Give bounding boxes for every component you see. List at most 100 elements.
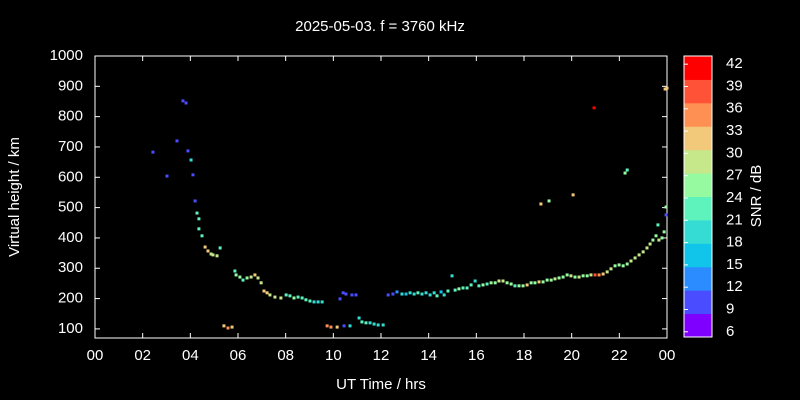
colorbar-label: SNR / dB <box>748 165 765 228</box>
data-point <box>249 275 253 279</box>
data-point <box>372 322 376 326</box>
data-point <box>656 223 660 227</box>
data-point <box>245 276 249 280</box>
colorbar-tick-label: 24 <box>726 189 743 206</box>
data-point <box>442 293 446 297</box>
colorbar-band <box>684 290 712 315</box>
data-point <box>633 256 637 260</box>
data-point <box>320 300 324 304</box>
data-point <box>465 286 469 290</box>
colorbar-tick-label: 21 <box>726 211 743 228</box>
data-point <box>354 293 358 297</box>
x-tick-label: 02 <box>134 347 151 364</box>
y-tick-label: 600 <box>58 168 83 185</box>
data-point <box>589 273 593 277</box>
data-point <box>404 292 408 296</box>
data-point <box>230 325 234 329</box>
data-point <box>226 326 230 330</box>
x-tick-label: 04 <box>182 347 199 364</box>
y-tick-label: 800 <box>58 108 83 125</box>
data-point <box>381 323 385 327</box>
colorbar-band <box>684 243 712 268</box>
data-point <box>525 283 529 287</box>
data-point <box>335 325 339 329</box>
data-point <box>571 193 575 197</box>
data-point <box>657 238 661 242</box>
data-point <box>629 259 633 263</box>
data-point <box>279 296 283 300</box>
data-point <box>412 292 416 296</box>
data-point <box>211 253 215 257</box>
x-tick-label: 14 <box>420 347 437 364</box>
data-point <box>200 234 204 238</box>
data-point <box>625 168 629 172</box>
data-point <box>222 324 226 328</box>
data-point <box>461 286 465 290</box>
colorbar-frame <box>683 55 713 338</box>
data-point <box>348 324 352 328</box>
x-tick-label: 08 <box>277 347 294 364</box>
data-point <box>469 283 473 287</box>
colorbar-tick-label: 6 <box>726 323 734 340</box>
chart-title: 2025-05-03. f = 3760 kHz <box>295 18 465 35</box>
data-point <box>539 202 543 206</box>
data-point <box>312 300 316 304</box>
y-tick-label: 400 <box>58 229 83 246</box>
colorbar-tick-label: 39 <box>726 77 743 94</box>
colorbar-tick-label: 33 <box>726 122 743 139</box>
colorbar-band <box>684 126 712 151</box>
data-point <box>473 279 477 283</box>
data-point <box>165 174 169 178</box>
data-point <box>605 270 609 274</box>
data-point <box>268 293 272 297</box>
data-point <box>533 281 537 285</box>
data-point <box>593 273 597 277</box>
data-point <box>517 284 521 288</box>
y-tick-label: 200 <box>58 290 83 307</box>
y-tick-label: 1000 <box>50 47 83 64</box>
data-point <box>368 321 372 325</box>
data-point <box>660 236 664 240</box>
x-axis-label: UT Time / hrs <box>336 376 426 393</box>
data-point <box>651 238 655 242</box>
data-point <box>501 279 505 283</box>
data-point <box>265 291 269 295</box>
data-point <box>529 281 533 285</box>
data-point <box>300 296 304 300</box>
colorbar-band <box>684 173 712 197</box>
data-point <box>151 150 155 154</box>
y-axis-label: Virtual height / km <box>6 137 23 257</box>
data-point <box>308 299 312 303</box>
data-point <box>206 249 210 253</box>
data-point <box>376 323 380 327</box>
data-point <box>296 295 300 299</box>
data-point <box>662 230 666 234</box>
data-point <box>617 263 621 267</box>
data-point <box>577 275 581 279</box>
data-point <box>439 290 443 294</box>
data-point <box>537 280 541 284</box>
data-point <box>665 86 669 90</box>
data-point <box>218 246 222 250</box>
data-point <box>592 106 596 110</box>
colorbar-tick-label: 42 <box>726 55 743 72</box>
data-point <box>416 291 420 295</box>
data-point <box>493 281 497 285</box>
data-point <box>364 321 368 325</box>
data-point <box>233 269 237 273</box>
colorbar-band <box>684 149 712 174</box>
data-point <box>215 254 219 258</box>
data-point <box>585 274 589 278</box>
x-tick-label: 16 <box>468 347 485 364</box>
data-point <box>505 281 509 285</box>
data-point <box>316 300 320 304</box>
y-tick-label: 300 <box>58 259 83 276</box>
data-point <box>446 289 450 293</box>
data-point <box>241 278 245 282</box>
colorbar-tick-label: 27 <box>726 167 743 184</box>
data-point <box>581 274 585 278</box>
data-point <box>597 273 601 277</box>
colorbar-band <box>684 102 712 127</box>
data-point <box>645 246 649 250</box>
colorbar-tick-label: 36 <box>726 100 743 117</box>
